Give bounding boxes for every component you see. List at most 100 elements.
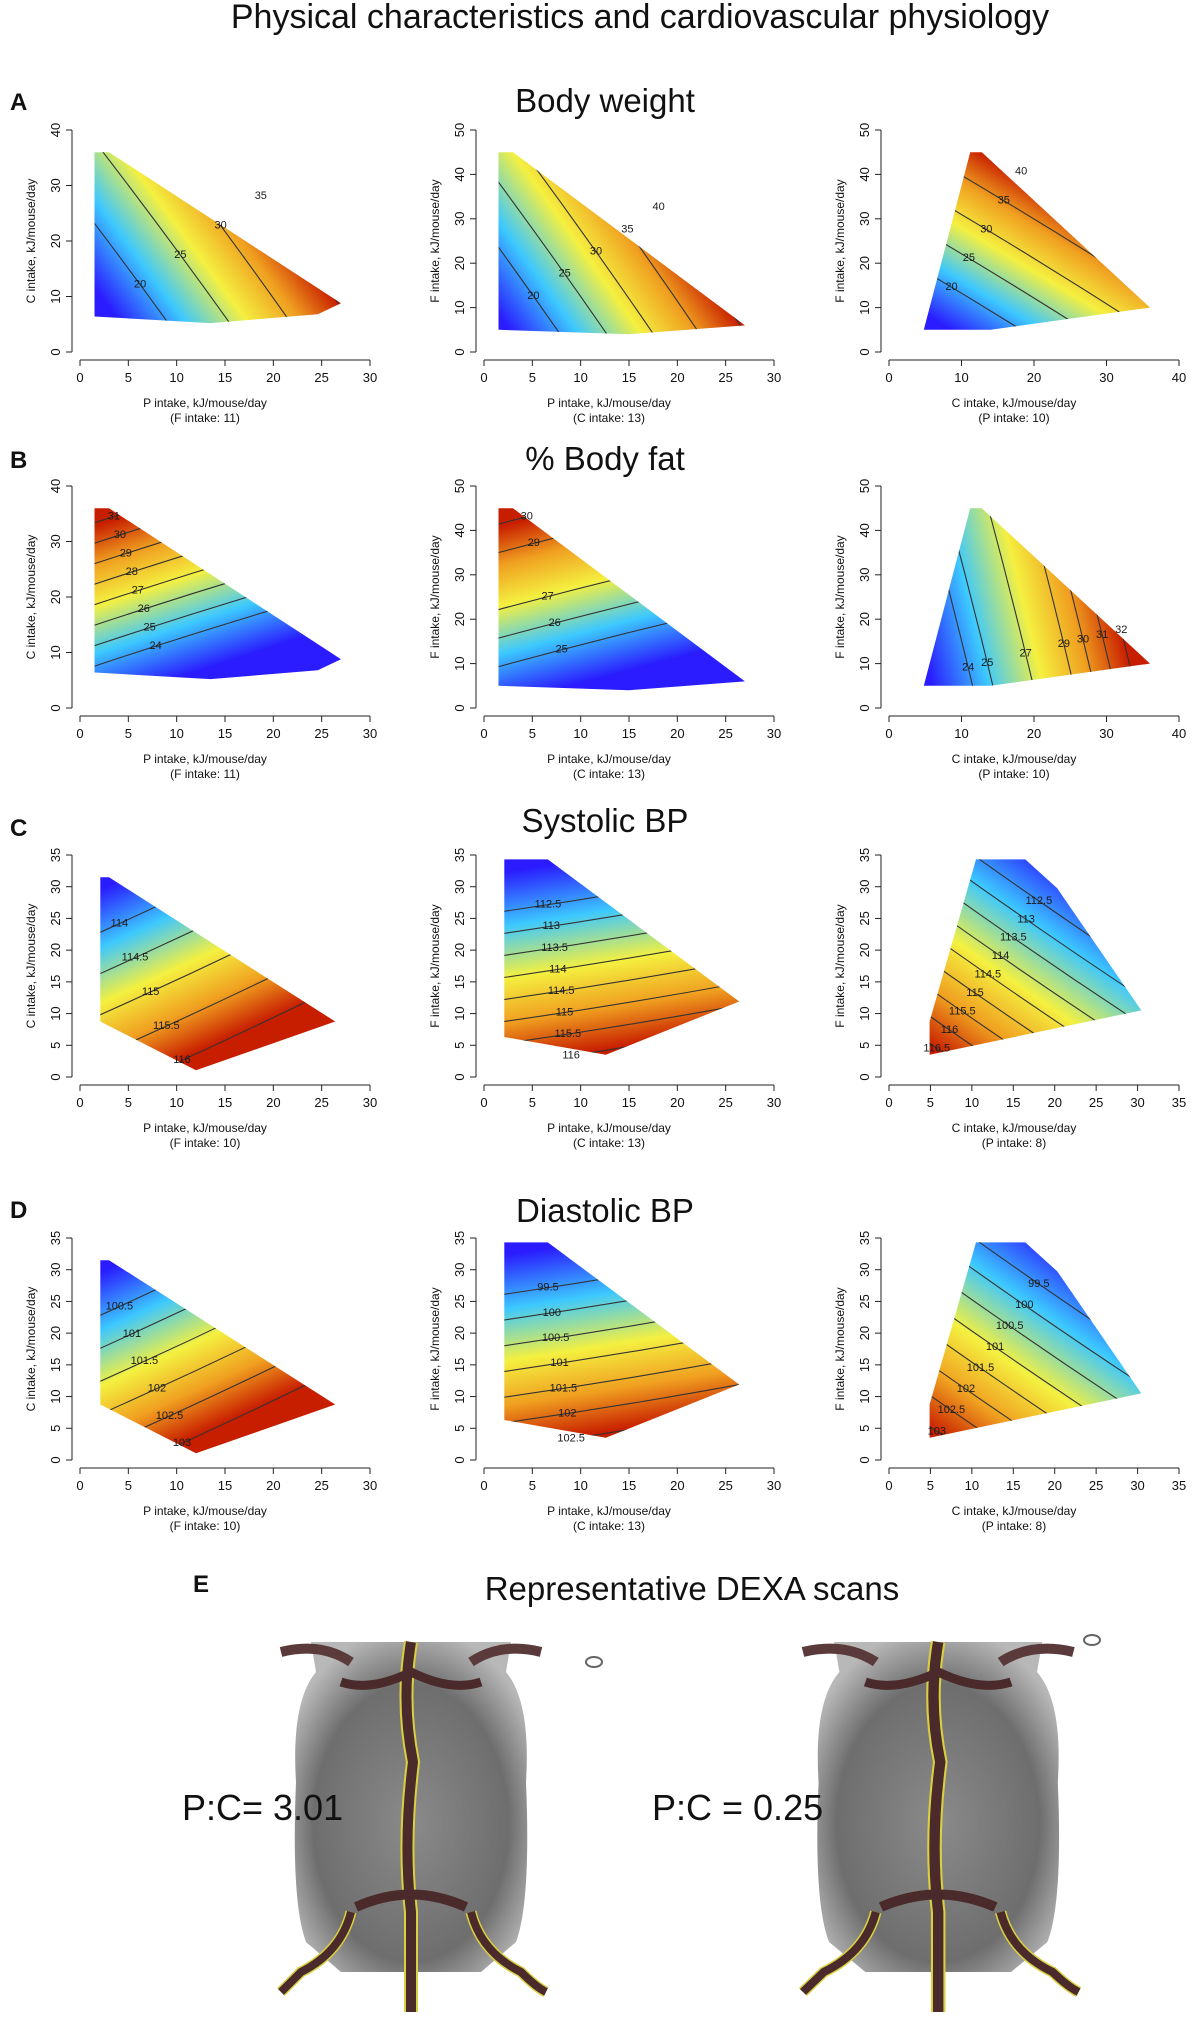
contour-label: 116.5 [923, 1042, 950, 1054]
contour-label: 114.5 [122, 952, 149, 964]
x-tick-label: 25 [718, 1095, 732, 1110]
x-axis-note: (C intake: 13) [573, 1136, 645, 1150]
y-tick-label: 15 [48, 1358, 63, 1372]
x-tick-label: 5 [529, 1478, 536, 1493]
contour-label: 100.5 [106, 1300, 134, 1312]
y-tick-label: 30 [857, 879, 872, 893]
contour-line [498, 508, 745, 691]
y-tick-label: 40 [452, 523, 467, 537]
x-tick-label: 10 [954, 370, 968, 385]
contour-line [100, 877, 336, 1071]
x-tick-label: 30 [363, 1095, 377, 1110]
contour-line [923, 508, 1126, 686]
contour-line [929, 1242, 1142, 1438]
x-tick-label: 0 [76, 1095, 83, 1110]
contour-label: 31 [1096, 629, 1108, 641]
contour-line [929, 1242, 1142, 1438]
x-tick-label: 10 [965, 1095, 979, 1110]
y-tick-label: 35 [452, 848, 467, 862]
contour-line [498, 152, 745, 335]
contour-line [929, 1242, 1142, 1438]
contour-line [94, 508, 341, 680]
contour-line [94, 508, 341, 680]
contour-label: 25 [559, 268, 571, 280]
x-tick-label: 10 [169, 1095, 183, 1110]
x-tick-label: 25 [314, 1478, 328, 1493]
contour-label: 29 [528, 537, 540, 549]
contour-label: 101 [123, 1328, 141, 1340]
y-tick-label: 30 [452, 568, 467, 582]
x-tick-label: 15 [622, 726, 636, 741]
contour-line [498, 152, 745, 335]
contour-line [923, 508, 1068, 686]
response-surface [504, 859, 740, 1055]
contour-line [498, 542, 745, 691]
marker [1083, 1634, 1101, 1646]
x-tick-label: 25 [314, 1095, 328, 1110]
x-tick-label: 30 [1099, 370, 1113, 385]
contour-label: 114.5 [974, 969, 1001, 981]
y-tick-label: 25 [48, 1294, 63, 1308]
x-tick-label: 15 [218, 1478, 232, 1493]
panel-title: Body weight [515, 82, 695, 119]
x-tick-label: 0 [885, 1095, 892, 1110]
y-tick-label: 35 [48, 1231, 63, 1245]
contour-label: 102.5 [156, 1410, 184, 1422]
contour-plot: 24 25 26 27 28 29 30 31 0 5 10 15 20 25 30 0 10 20 30 40 P i… [24, 479, 377, 781]
contour-label: 101 [986, 1341, 1004, 1353]
response-surface [929, 1242, 1142, 1438]
contour-line [929, 859, 1142, 1055]
contour-label: 116 [562, 1050, 580, 1062]
y-axis-label: F intake, kJ/mouse/day [428, 904, 442, 1027]
y-tick-label: 5 [857, 1425, 872, 1432]
y-axis-label: C intake, kJ/mouse/day [24, 179, 38, 304]
contour-line [923, 152, 1150, 330]
x-tick-label: 5 [125, 1478, 132, 1493]
y-tick-label: 10 [48, 1006, 63, 1020]
contour-plot: 112.5 113 113.5 114 114.5 115 115.5 116 116.5 0 5 1… [833, 848, 1186, 1150]
y-tick-label: 0 [48, 1456, 63, 1463]
panel-letter: C [10, 815, 27, 842]
x-tick-label: 20 [670, 1478, 684, 1493]
y-tick-label: 10 [857, 1389, 872, 1403]
y-tick-label: 30 [48, 879, 63, 893]
contour-label: 40 [653, 201, 665, 213]
x-tick-label: 25 [718, 726, 732, 741]
response-surface [498, 152, 745, 335]
y-tick-label: 25 [452, 911, 467, 925]
x-axis-label: P intake, kJ/mouse/day [547, 1121, 671, 1135]
contour-label: 35 [621, 223, 633, 235]
y-axis-label: F intake, kJ/mouse/day [428, 1287, 442, 1410]
contour-line [504, 859, 740, 962]
contour-line [94, 152, 341, 324]
x-axis-label: C intake, kJ/mouse/day [952, 1504, 1077, 1518]
y-tick-label: 15 [48, 975, 63, 989]
contour-label: 30 [214, 219, 226, 231]
contour-line [929, 859, 1142, 1055]
x-tick-label: 0 [885, 370, 892, 385]
y-tick-label: 30 [857, 212, 872, 226]
contour-label: 102.5 [938, 1404, 966, 1416]
y-tick-label: 15 [452, 975, 467, 989]
y-tick-label: 5 [48, 1042, 63, 1049]
x-tick-label: 25 [1089, 1095, 1103, 1110]
contour-label: 28 [126, 566, 138, 578]
y-tick-label: 35 [48, 848, 63, 862]
x-tick-label: 15 [218, 1095, 232, 1110]
y-tick-label: 50 [452, 479, 467, 493]
contour-label: 101 [550, 1357, 568, 1369]
contour-label: 100.5 [542, 1332, 570, 1344]
y-tick-label: 30 [452, 1262, 467, 1276]
y-tick-label: 0 [452, 348, 467, 355]
contour-label: 30 [521, 511, 533, 523]
x-tick-label: 0 [885, 726, 892, 741]
contour-label: 24 [962, 661, 974, 673]
contour-line [498, 515, 745, 691]
x-tick-label: 20 [670, 726, 684, 741]
y-tick-label: 50 [857, 123, 872, 137]
contour-label: 101.5 [131, 1355, 159, 1367]
x-tick-label: 0 [480, 370, 487, 385]
contour-label: 100.5 [996, 1320, 1024, 1332]
y-tick-label: 0 [452, 1073, 467, 1080]
y-tick-label: 10 [857, 1006, 872, 1020]
